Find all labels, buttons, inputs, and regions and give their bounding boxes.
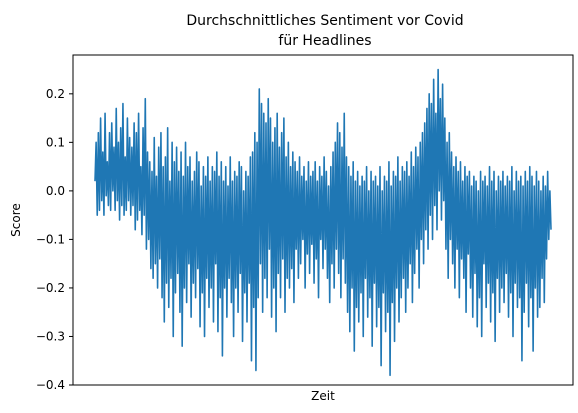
chart-title-line-2: für Headlines [278,33,371,49]
y-tick-label: −0.3 [36,329,65,343]
series-layer [94,68,552,377]
plot-frame [72,54,574,386]
y-tick-label: −0.2 [36,281,65,295]
y-tick-label: −0.1 [36,232,65,246]
y-axis-ticks: −0.4 −0.3 −0.2 −0.1 0.0 0.1 0.2 [36,87,73,392]
y-tick-label: −0.4 [36,378,65,392]
x-axis-label: Zeit [311,389,335,403]
series-line-0 [94,68,552,377]
y-axis-label: Score [9,203,23,237]
y-tick-label: 0.2 [46,87,65,101]
chart-title-line-1: Durchschnittliches Sentiment vor Covid [186,13,463,29]
y-tick-label: 0.1 [46,135,65,149]
y-tick-label: 0.0 [46,184,65,198]
chart-title: Durchschnittliches Sentiment vor Covid f… [186,13,463,49]
